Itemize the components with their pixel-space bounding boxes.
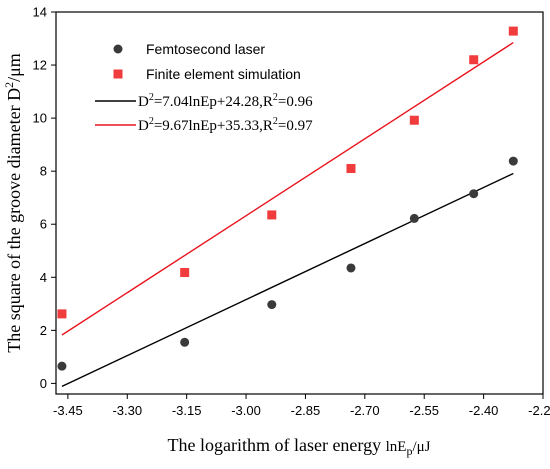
data-point-simulation <box>409 115 419 125</box>
legend-marker-femtosecond <box>113 44 123 54</box>
data-points <box>57 26 518 371</box>
legend-label-simulation: Finite element simulation <box>146 66 301 82</box>
y-tick-label: 6 <box>40 217 47 232</box>
x-tick-label: -3.00 <box>231 403 261 418</box>
x-tick-label: -2.55 <box>409 403 439 418</box>
fit-line-black <box>61 172 514 388</box>
data-point-femtosecond <box>508 156 518 166</box>
x-tick-label: -3.30 <box>112 403 142 418</box>
data-point-simulation <box>180 268 190 278</box>
y-tick-label: 14 <box>33 5 47 20</box>
x-tick-label: -2.85 <box>291 403 321 418</box>
data-point-femtosecond <box>180 337 190 347</box>
x-tick-label: -3.45 <box>53 403 83 418</box>
y-tick-label: 8 <box>40 164 47 179</box>
x-tick-label: -2.25 <box>528 403 550 418</box>
y-tick-label: 0 <box>40 376 47 391</box>
y-axis-title: The square of the groove diameter D2/μm <box>2 53 24 353</box>
y-tick-label: 12 <box>33 58 47 73</box>
x-tick-label: -3.15 <box>172 403 202 418</box>
x-tick-label: -2.70 <box>350 403 380 418</box>
y-tick-label: 4 <box>40 270 47 285</box>
legend-label-fit-black: D2=7.04lnEp+24.28,R2=0.96 <box>138 92 313 110</box>
data-point-simulation <box>57 309 67 319</box>
legend: Femtosecond laser Finite element simulat… <box>95 41 313 134</box>
fit-line-red <box>61 41 514 336</box>
legend-marker-simulation <box>113 69 123 79</box>
data-point-simulation <box>346 164 356 174</box>
data-point-simulation <box>267 210 277 220</box>
data-point-femtosecond <box>346 263 356 273</box>
data-point-femtosecond <box>409 213 419 223</box>
data-point-simulation <box>469 55 479 65</box>
y-axis-ticks: 0 2 4 6 8 10 12 14 <box>33 5 56 391</box>
data-point-femtosecond <box>57 361 67 371</box>
legend-label-femtosecond: Femtosecond laser <box>146 41 265 57</box>
x-axis-title: The logarithm of laser energy lnEp/μJ <box>168 435 431 458</box>
data-point-femtosecond <box>469 189 479 199</box>
data-point-femtosecond <box>267 300 277 310</box>
y-tick-label: 2 <box>40 323 47 338</box>
legend-label-fit-red: D2=9.67lnEp+35.33,R2=0.97 <box>138 116 313 134</box>
fit-lines <box>61 41 514 388</box>
data-point-simulation <box>508 26 518 36</box>
x-tick-label: -2.40 <box>469 403 499 418</box>
plot-frame <box>55 11 544 395</box>
y-tick-label: 10 <box>33 111 47 126</box>
x-axis-ticks: -3.45 -3.30 -3.15 -3.00 -2.85 -2.70 -2.55 -2.40… <box>53 394 550 418</box>
